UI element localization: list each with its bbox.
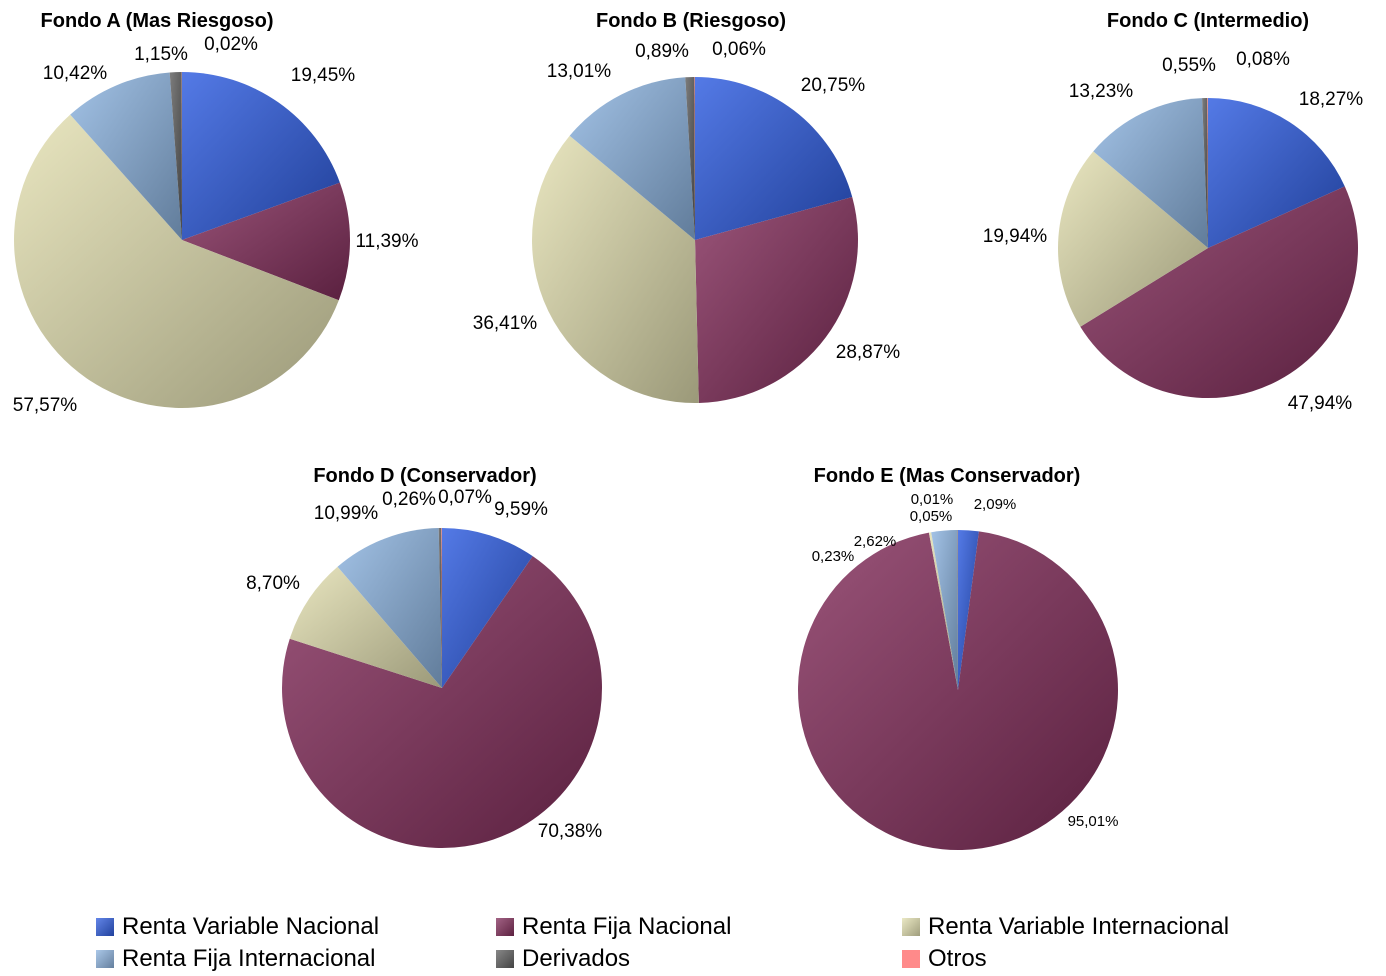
legend-item-renta-fija-nacional: Renta Fija Nacional bbox=[496, 912, 731, 942]
data-label-renta-fija-internacional: 10,42% bbox=[43, 63, 108, 84]
data-label-derivados: 0,89% bbox=[635, 41, 689, 62]
pie-slice-renta-variable-internacional bbox=[14, 114, 339, 408]
data-label-otros: 0,07% bbox=[438, 487, 492, 508]
pie-slice-renta-variable-internacional bbox=[1057, 151, 1208, 327]
pie-chart-fondo-c-intermedio: Fondo C (Intermedio) 18,27% 47,94% 19,94% 13… bbox=[983, 10, 1364, 414]
chart-title: Fondo D (Conservador) bbox=[313, 465, 536, 487]
legend-swatch bbox=[496, 950, 514, 968]
legend-swatch bbox=[96, 918, 114, 936]
pie-slice-derivados bbox=[957, 529, 958, 690]
pie-slice-derivados bbox=[169, 72, 182, 240]
data-label-renta-fija-nacional: 28,87% bbox=[836, 342, 901, 363]
data-label-derivados: 1,15% bbox=[134, 44, 188, 65]
data-label-otros: 0,08% bbox=[1236, 49, 1290, 70]
pie-chart-fondo-d-conservador: Fondo D (Conservador) 9,59% 70,38% 8,70% 10,… bbox=[246, 465, 602, 848]
data-label-renta-fija-internacional: 13,01% bbox=[547, 61, 612, 82]
chart-title: Fondo C (Intermedio) bbox=[1107, 10, 1309, 32]
pie-chart-fondo-b-riesgoso: Fondo B (Riesgoso) 20,75% 28,87% 36,41% 13,0… bbox=[473, 10, 901, 403]
legend-item-derivados: Derivados bbox=[496, 944, 630, 974]
pie-slice-renta-fija-nacional bbox=[695, 197, 858, 403]
legend-item-renta-variable-nacional: Renta Variable Nacional bbox=[96, 912, 379, 942]
pie-slice-renta-variable-nacional bbox=[182, 72, 340, 240]
legend-label: Derivados bbox=[522, 945, 631, 972]
pie-slice-renta-fija-internacional bbox=[931, 530, 958, 690]
pie-chart-fondo-a-mas-riesgoso: Fondo A (Mas Riesgoso) 19,45% 11,39% 57,57%… bbox=[13, 10, 419, 416]
pie-slice-otros bbox=[1207, 97, 1208, 248]
pie-slice-renta-variable-internacional bbox=[289, 566, 442, 688]
data-label-renta-fija-nacional: 11,39% bbox=[355, 231, 418, 252]
data-label-renta-fija-internacional: 10,99% bbox=[314, 503, 379, 524]
data-label-renta-variable-nacional: 18,27% bbox=[1299, 89, 1364, 110]
chart-title: Fondo E (Mas Conservador) bbox=[814, 465, 1081, 487]
legend-swatch bbox=[496, 918, 514, 936]
data-label-renta-variable-nacional: 9,59% bbox=[494, 499, 548, 520]
pie-slice-derivados bbox=[685, 77, 695, 240]
legend-label: Otros bbox=[928, 945, 987, 972]
data-label-renta-variable-nacional: 19,45% bbox=[291, 65, 356, 86]
legend-swatch bbox=[902, 950, 920, 968]
data-label-renta-fija-nacional: 47,94% bbox=[1288, 393, 1353, 414]
data-label-renta-fija-internacional: 13,23% bbox=[1069, 81, 1134, 102]
legend-label: Renta Fija Internacional bbox=[122, 945, 376, 972]
pie-slice-renta-variable-nacional bbox=[958, 530, 979, 690]
data-label-derivados: 0,05% bbox=[910, 508, 953, 525]
legend-label: Renta Variable Internacional bbox=[928, 913, 1230, 940]
pie-slice-renta-variable-internacional bbox=[532, 135, 699, 403]
data-label-renta-variable-nacional: 20,75% bbox=[801, 75, 866, 96]
data-label-otros: 0,02% bbox=[204, 34, 258, 55]
pie-slice-renta-fija-internacional bbox=[569, 77, 695, 240]
pie-slice-derivados bbox=[1202, 98, 1208, 248]
data-label-renta-variable-internacional: 0,23% bbox=[812, 548, 855, 565]
pie-slice-otros bbox=[694, 76, 695, 240]
pie-slice-renta-fija-nacional bbox=[281, 556, 602, 848]
legend-swatch bbox=[902, 918, 920, 936]
data-label-derivados: 0,55% bbox=[1162, 55, 1216, 76]
legend: Renta Variable Nacional Renta Fija Nacio… bbox=[96, 908, 1316, 976]
pie-slice-renta-variable-nacional bbox=[695, 77, 853, 240]
pie-slice-renta-fija-internacional bbox=[337, 528, 442, 688]
pie-chart-fondo-e-mas-conservador: Fondo E (Mas Conservador) 2,09% 95,01% 0,23… bbox=[798, 465, 1119, 851]
pie-slice-renta-variable-nacional bbox=[442, 528, 533, 688]
legend-item-renta-fija-internacional: Renta Fija Internacional bbox=[96, 944, 375, 974]
chart-title: Fondo B (Riesgoso) bbox=[596, 10, 786, 32]
pie-slice-renta-fija-nacional bbox=[798, 531, 1119, 851]
pie-slice-renta-variable-nacional bbox=[1208, 98, 1345, 248]
data-label-renta-variable-internacional: 8,70% bbox=[246, 573, 300, 594]
pie-slice-renta-fija-nacional bbox=[182, 182, 351, 301]
legend-label: Renta Fija Nacional bbox=[522, 913, 732, 940]
pie-slice-otros bbox=[441, 527, 442, 688]
legend-label: Renta Variable Nacional bbox=[122, 913, 380, 940]
legend-item-renta-variable-internacional: Renta Variable Internacional bbox=[902, 912, 1229, 942]
data-label-renta-variable-internacional: 19,94% bbox=[983, 226, 1048, 247]
legend-item-otros: Otros bbox=[902, 944, 987, 974]
data-label-renta-variable-nacional: 2,09% bbox=[974, 496, 1017, 513]
chart-title: Fondo A (Mas Riesgoso) bbox=[41, 10, 274, 32]
data-label-otros: 0,01% bbox=[911, 491, 954, 508]
data-label-otros: 0,06% bbox=[712, 39, 766, 60]
pie-slice-renta-fija-internacional bbox=[1093, 98, 1208, 249]
pie-slice-renta-variable-internacional bbox=[928, 532, 958, 690]
data-label-renta-fija-internacional: 2,62% bbox=[854, 533, 897, 550]
data-label-derivados: 0,26% bbox=[382, 489, 436, 510]
legend-swatch bbox=[96, 950, 114, 968]
pie-slice-renta-fija-nacional bbox=[1080, 186, 1359, 399]
data-label-renta-fija-nacional: 70,38% bbox=[538, 821, 603, 842]
data-label-renta-fija-nacional: 95,01% bbox=[1068, 813, 1119, 830]
data-label-renta-variable-internacional: 36,41% bbox=[473, 313, 538, 334]
pie-slice-derivados bbox=[438, 528, 442, 688]
pie-slice-renta-fija-internacional bbox=[70, 72, 182, 240]
data-label-renta-variable-internacional: 57,57% bbox=[13, 395, 78, 416]
